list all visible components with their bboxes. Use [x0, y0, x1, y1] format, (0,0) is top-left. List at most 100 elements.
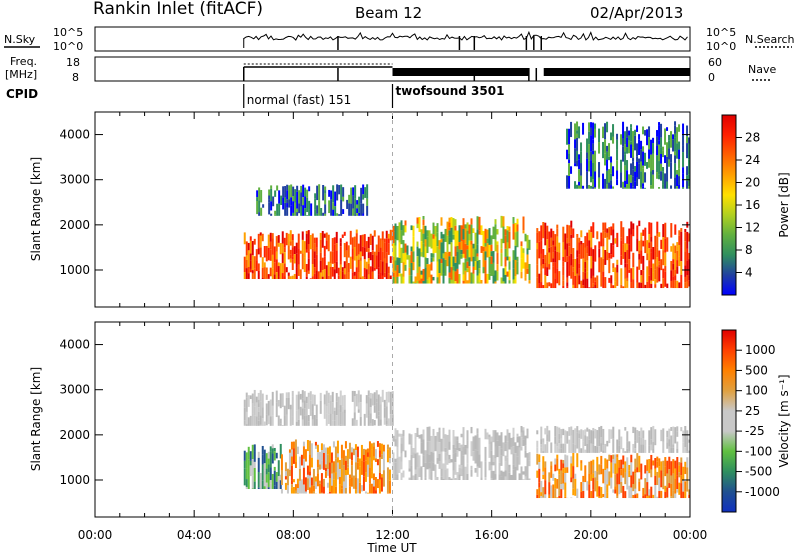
heat-mark [578, 126, 580, 138]
heat-mark [291, 466, 293, 480]
heat-mark [592, 123, 594, 140]
heat-mark [423, 216, 425, 220]
heat-mark [278, 243, 280, 247]
heat-mark [386, 392, 388, 401]
colorbar-tick-label: -500 [745, 465, 772, 479]
heat-mark [290, 410, 292, 426]
heat-mark [626, 442, 628, 449]
heat-mark [652, 170, 654, 175]
heat-mark [327, 483, 329, 488]
heat-mark [662, 167, 664, 172]
heat-mark [590, 128, 592, 135]
heat-mark [538, 488, 540, 498]
heat-mark [608, 471, 610, 481]
heat-mark [364, 414, 366, 426]
heat-mark [297, 493, 299, 494]
heat-mark [536, 233, 538, 243]
heat-mark [379, 480, 381, 494]
heat-mark [360, 257, 362, 261]
heat-mark [517, 446, 519, 457]
heat-mark [497, 245, 499, 253]
heat-mark [624, 427, 626, 431]
heat-mark [334, 254, 336, 263]
heat-mark [676, 260, 678, 266]
heat-mark [326, 391, 328, 406]
heat-mark [316, 418, 318, 426]
heat-mark [451, 479, 453, 480]
heat-mark [352, 259, 354, 273]
heat-mark [403, 277, 405, 284]
heat-mark [638, 134, 640, 140]
heat-mark [634, 451, 636, 452]
heat-mark [642, 127, 644, 135]
heat-mark [282, 263, 284, 273]
heat-mark [509, 232, 511, 249]
heat-mark [676, 457, 678, 462]
heat-mark [455, 246, 457, 256]
heat-mark [616, 150, 618, 160]
heat-mark [311, 485, 313, 493]
heat-mark [604, 470, 606, 477]
heat-mark [425, 463, 427, 478]
heat-mark [491, 264, 493, 276]
y-tick-label: 3000 [59, 383, 90, 397]
heat-mark [381, 444, 383, 455]
heat-mark [642, 169, 644, 184]
heat-mark [568, 225, 570, 242]
heat-mark [250, 236, 252, 241]
heat-mark [353, 476, 355, 489]
heat-mark [360, 402, 362, 417]
heat-mark [544, 428, 546, 434]
heat-mark [678, 188, 680, 189]
heat-mark [352, 209, 354, 216]
heat-mark [564, 233, 566, 249]
heat-mark [622, 147, 624, 162]
heat-mark [584, 268, 586, 272]
colorbar-tick-label: 100 [745, 384, 768, 398]
heat-mark [455, 231, 457, 247]
heat-mark [272, 392, 274, 406]
heat-mark [477, 434, 479, 451]
heat-mark [362, 214, 364, 216]
heat-mark [536, 495, 538, 498]
heat-mark [405, 244, 407, 253]
heat-mark [312, 264, 314, 276]
heat-mark [298, 265, 300, 276]
heat-mark [495, 224, 497, 240]
heat-mark [246, 397, 248, 412]
heat-mark [477, 229, 479, 244]
heat-mark [674, 163, 676, 177]
heat-mark [281, 489, 283, 494]
heat-mark [682, 480, 684, 492]
heat-mark [254, 444, 256, 451]
heat-mark [342, 406, 344, 411]
heat-mark [298, 248, 300, 264]
heat-mark [439, 250, 441, 260]
heat-mark [467, 464, 469, 474]
heat-mark [439, 431, 441, 442]
heat-mark [626, 127, 628, 131]
heat-mark [523, 479, 525, 480]
heat-mark [309, 471, 311, 475]
heat-mark [652, 442, 654, 448]
heat-mark [668, 429, 670, 440]
heat-mark [289, 449, 291, 452]
heat-mark [455, 219, 457, 226]
x-tick-label: 16:00 [474, 528, 509, 542]
heat-mark [612, 263, 614, 268]
heat-mark [393, 479, 395, 480]
heat-mark [388, 418, 390, 425]
heat-mark [650, 223, 652, 237]
heat-mark [544, 444, 546, 453]
heat-mark [336, 393, 338, 402]
heat-mark [602, 494, 604, 497]
heat-mark [610, 429, 612, 438]
heat-mark [604, 477, 606, 485]
heat-mark [670, 496, 672, 498]
heat-mark [356, 256, 358, 267]
heat-mark [471, 218, 473, 224]
heat-mark [552, 282, 554, 288]
heat-mark [457, 450, 459, 457]
heat-mark [310, 391, 312, 400]
heat-mark [578, 438, 580, 452]
